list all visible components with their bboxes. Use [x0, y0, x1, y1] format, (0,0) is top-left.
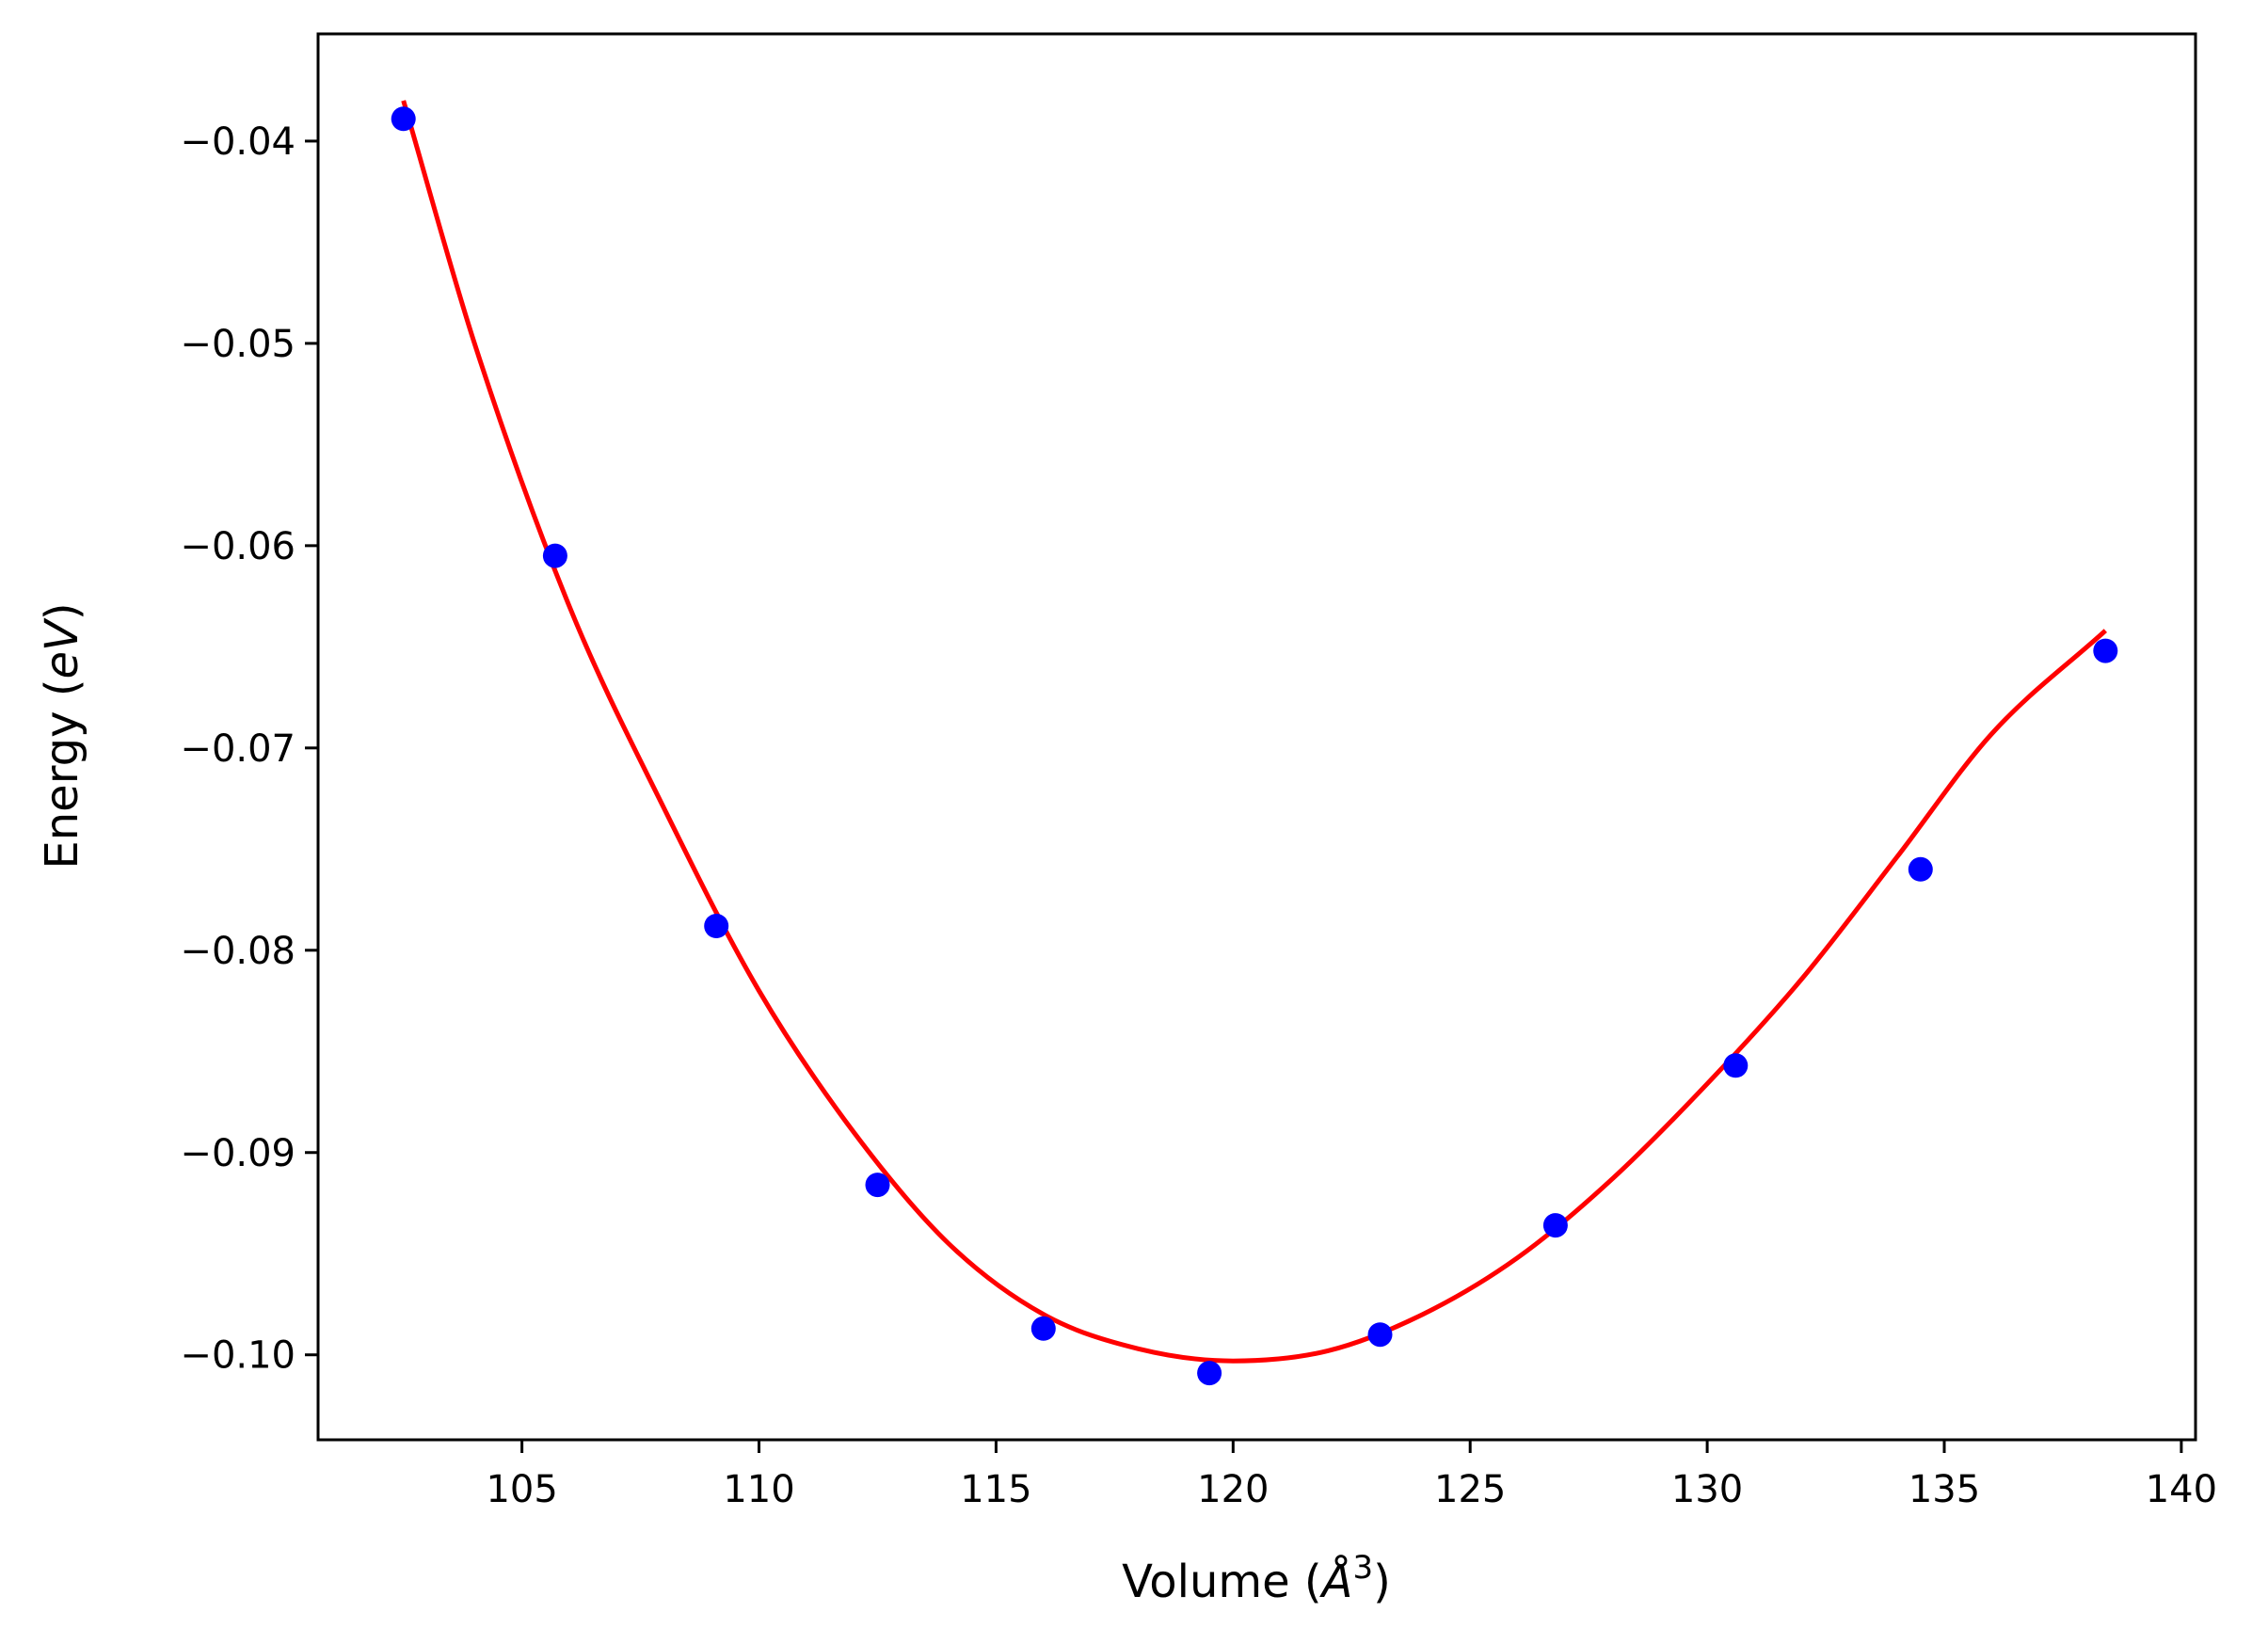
y-tick-label: −0.04 — [180, 120, 295, 164]
y-axis-label: Energy (eV) — [36, 602, 88, 869]
data-point — [1542, 1213, 1568, 1238]
x-tick-label: 110 — [723, 1468, 794, 1511]
y-tick-label: −0.06 — [180, 525, 295, 568]
data-point — [1197, 1361, 1222, 1386]
data-point — [1030, 1316, 1056, 1341]
plot-frame — [316, 32, 2197, 1442]
fit-curve — [401, 100, 2107, 1364]
x-tick-label: 115 — [960, 1468, 1031, 1511]
data-point — [2093, 638, 2118, 663]
plot-marks — [391, 100, 2118, 1386]
data-point — [542, 543, 567, 568]
data-point — [865, 1173, 890, 1198]
data-point — [704, 914, 729, 938]
x-tick-label: 105 — [486, 1468, 557, 1511]
x-tick-label: 120 — [1197, 1468, 1269, 1511]
x-tick-label: 125 — [1434, 1468, 1506, 1511]
x-tick-label: 130 — [1671, 1468, 1743, 1511]
x-axis-label: Volume (Å3) — [1122, 1549, 1391, 1608]
y-axis-ticks: −0.04 −0.05 −0.06 −0.07 −0.08 −0.09 −0.10 — [180, 120, 318, 1378]
y-tick-label: −0.08 — [180, 930, 295, 973]
data-point — [1723, 1053, 1749, 1078]
y-tick-label: −0.10 — [180, 1334, 295, 1378]
data-point — [391, 106, 416, 132]
data-point — [1367, 1322, 1393, 1348]
y-tick-label: −0.09 — [180, 1132, 295, 1175]
data-point — [1908, 856, 1933, 882]
y-tick-label: −0.05 — [180, 323, 295, 366]
x-tick-label: 135 — [1909, 1468, 1980, 1511]
y-tick-label: −0.07 — [180, 727, 295, 771]
x-tick-label: 140 — [2146, 1468, 2217, 1511]
x-axis-ticks: 105 110 115 120 125 130 135 140 — [486, 1440, 2217, 1511]
